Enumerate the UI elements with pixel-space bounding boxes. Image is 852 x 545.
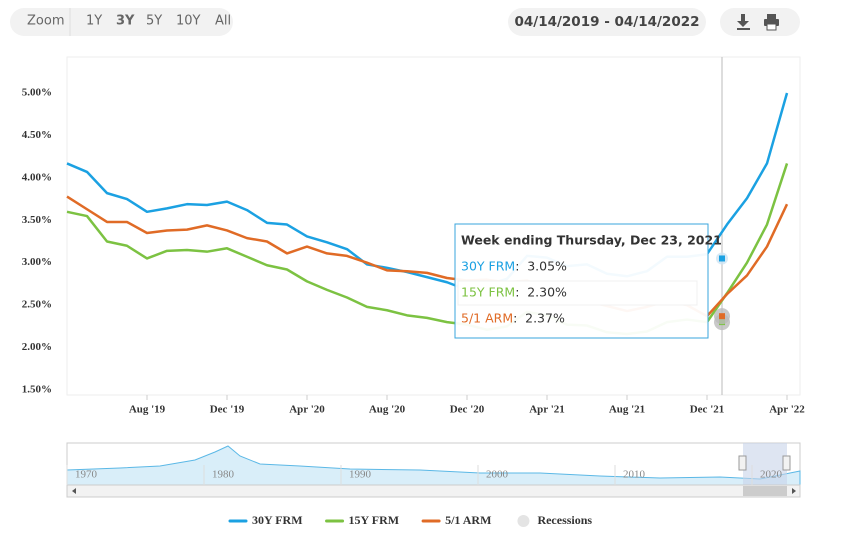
zoom-bar: [10, 8, 233, 36]
zoom-button[interactable]: 3Y: [116, 14, 135, 29]
navigator-label: 2020: [760, 469, 783, 481]
y-tick-label: 5.00%: [22, 87, 52, 99]
scroll-right[interactable]: [792, 488, 796, 494]
x-tick-label: Apr '21: [529, 404, 565, 416]
navigator-series: [66, 445, 801, 486]
print-icon[interactable]: [764, 14, 779, 31]
scrollbar-thumb[interactable]: [743, 486, 787, 496]
tooltip-series-name: 30Y FRM: [461, 259, 515, 274]
tooltip-row-bg: [457, 280, 698, 306]
tooltip-value: 2.30%: [527, 285, 567, 300]
download-icon[interactable]: [737, 14, 750, 30]
y-tick-label: 3.00%: [22, 256, 52, 268]
y-tick-label: 2.00%: [22, 341, 52, 353]
navigator-label: 2010: [623, 469, 646, 481]
hover-marker: [719, 255, 725, 262]
export-box: [720, 8, 800, 36]
tooltip-colon: :: [515, 285, 519, 300]
x-tick-label: Aug '20: [369, 404, 406, 416]
legend-label[interactable]: 15Y FRM: [349, 513, 400, 527]
navigator-window[interactable]: [743, 443, 787, 485]
y-tick-label: 2.50%: [22, 299, 52, 311]
tooltip-title: Week ending Thursday, Dec 23, 2021: [461, 233, 722, 248]
zoom-button[interactable]: All: [215, 14, 231, 29]
x-tick-label: Dec '21: [690, 404, 725, 416]
legend-symbol: [517, 515, 530, 527]
zoom-label: Zoom: [27, 14, 64, 29]
zoom-button[interactable]: 10Y: [176, 14, 201, 29]
navigator-handle[interactable]: [782, 455, 791, 471]
x-tick-label: Aug '19: [129, 404, 166, 416]
x-tick-label: Apr '22: [769, 404, 805, 416]
legend-label[interactable]: Recessions: [537, 513, 592, 527]
tooltip-colon: :: [515, 259, 519, 274]
tooltip-colon: :: [513, 311, 517, 326]
zoom-button[interactable]: 1Y: [86, 14, 102, 29]
x-tick-label: Apr '20: [289, 404, 325, 416]
scroll-left[interactable]: [72, 488, 76, 494]
tooltip-series-name: 15Y FRM: [461, 285, 515, 300]
date-range-box[interactable]: [508, 8, 706, 36]
navigator-label: 1990: [349, 469, 372, 481]
navigator-label: 2000: [486, 469, 509, 481]
tooltip-value: 2.37%: [525, 311, 565, 326]
x-tick-label: Dec '19: [210, 404, 245, 416]
x-tick-label: Dec '20: [450, 404, 485, 416]
legend-label[interactable]: 30Y FRM: [252, 513, 303, 527]
hover-marker: [719, 313, 725, 320]
tooltip-series-name: 5/1 ARM: [461, 311, 513, 326]
legend-label[interactable]: 5/1 ARM: [445, 513, 491, 527]
navigator-label: 1980: [212, 469, 235, 481]
y-tick-label: 1.50%: [22, 384, 52, 396]
zoom-button[interactable]: 5Y: [146, 14, 162, 29]
x-tick-label: Aug '21: [609, 404, 645, 416]
y-tick-label: 3.50%: [22, 214, 52, 226]
scrollbar: [66, 484, 801, 498]
y-tick-label: 4.50%: [22, 129, 52, 141]
date-range: 04/14/2019 - 04/14/2022: [514, 14, 699, 30]
navigator-label: 1970: [75, 469, 98, 481]
tooltip-value: 3.05%: [527, 259, 567, 274]
y-tick-label: 4.00%: [22, 171, 52, 183]
navigator-handle[interactable]: [738, 455, 747, 471]
